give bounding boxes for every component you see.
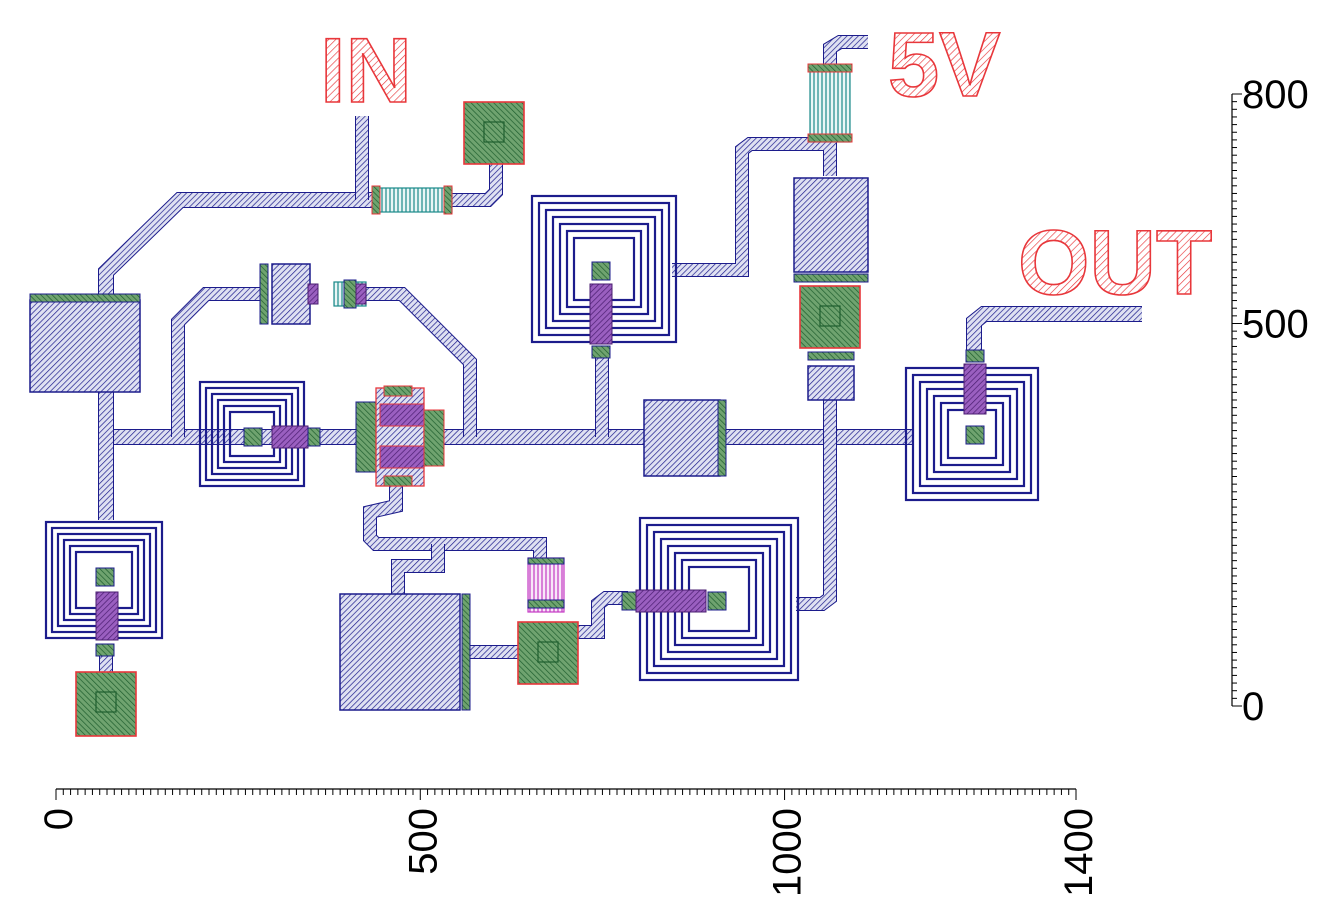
transmission-lines: [98, 35, 1142, 676]
capacitor-bypass-bottom: [339, 593, 461, 711]
y-tick-label: 500: [1242, 303, 1309, 347]
pad-supply: [799, 285, 861, 349]
x-axis-tick-labels: 0 500 1000 1400: [37, 808, 1101, 897]
capacitor-series-upper: [271, 263, 311, 325]
label-out: OUT: [1018, 212, 1212, 314]
y-axis-tick-labels: 800 500 0: [1242, 73, 1309, 729]
resistors: [333, 63, 853, 613]
x-tick-label: 1000: [766, 808, 810, 897]
vias: [95, 261, 987, 657]
capacitor-middle: [643, 399, 721, 477]
capacitor-top-left: [29, 299, 141, 393]
pad-input-ground: [463, 101, 525, 165]
pad-bottom-mid: [517, 621, 579, 685]
pads: [75, 101, 861, 737]
x-tick-label: 500: [401, 808, 445, 875]
input-feed-line: [98, 192, 372, 294]
label-in: IN: [320, 20, 412, 122]
label-5v: 5V: [888, 14, 1001, 116]
resistor-supply: [809, 65, 851, 143]
y-tick-label: 800: [1242, 73, 1309, 117]
y-tick-label: 0: [1242, 685, 1264, 729]
resistor-input: [373, 187, 453, 213]
y-axis-minor-ticks: [1232, 93, 1242, 707]
x-tick-label: 0: [37, 808, 81, 830]
transistor: [355, 385, 445, 487]
x-axis: 0 500 1000 1400: [37, 788, 1101, 897]
capacitor-right-small: [807, 365, 855, 401]
x-axis-minor-ticks: [55, 789, 1077, 800]
pad-bottom-left: [75, 671, 137, 737]
capacitors: [29, 177, 869, 711]
capacitor-supply: [793, 177, 869, 273]
x-tick-label: 1400: [1057, 808, 1101, 897]
y-axis: 800 500 0: [1231, 73, 1309, 729]
